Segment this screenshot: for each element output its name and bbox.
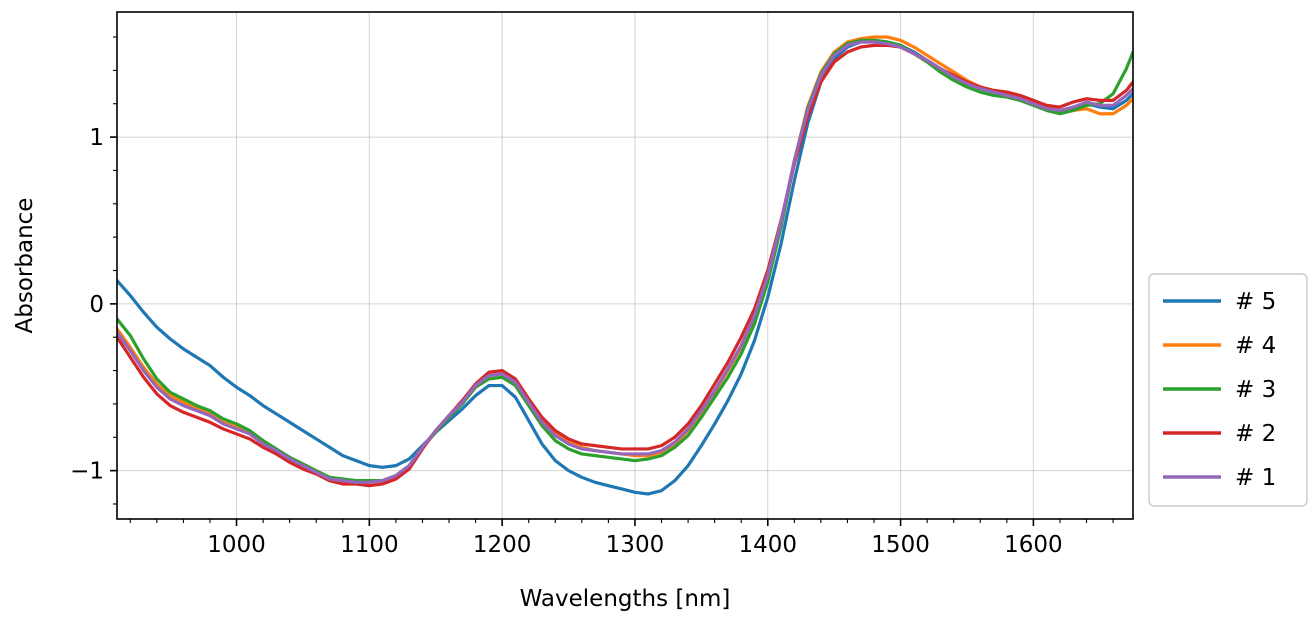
series-line-5 (117, 40, 1133, 484)
y-axis: −1 0 1 (70, 36, 117, 505)
x-tick-label: 1500 (871, 532, 930, 558)
x-tick-label: 1000 (207, 532, 266, 558)
plot-frame (116, 11, 1134, 520)
x-tick-label: 1100 (340, 532, 399, 558)
x-axis-title: Wavelengths [nm] (520, 586, 731, 612)
y-axis-title: Absorbance (12, 198, 38, 334)
series-line-1 (117, 38, 1133, 496)
legend-box (1148, 273, 1308, 507)
x-tick-label: 1600 (1004, 532, 1063, 558)
legend: # 5 # 4 # 3 # 2 # 1 (1148, 273, 1308, 507)
y-tick-label: −1 (70, 459, 104, 485)
x-tick-label: 1200 (473, 532, 532, 558)
x-axis: 1000 1100 1200 1300 1400 1500 1600 (129, 519, 1114, 558)
legend-label: # 2 (1235, 421, 1276, 447)
x-tick-label: 1400 (738, 532, 797, 558)
y-tick-label: 1 (89, 125, 104, 151)
legend-label: # 4 (1235, 333, 1276, 359)
legend-label: # 3 (1235, 377, 1276, 403)
series-line-2 (117, 35, 1133, 484)
plot-area (117, 35, 1133, 496)
legend-label: # 5 (1235, 289, 1276, 315)
series-line-3 (117, 38, 1133, 483)
legend-label: # 1 (1235, 465, 1276, 491)
x-tick-label: 1300 (606, 532, 665, 558)
y-tick-label: 0 (89, 292, 104, 318)
series-line-4 (117, 43, 1133, 488)
